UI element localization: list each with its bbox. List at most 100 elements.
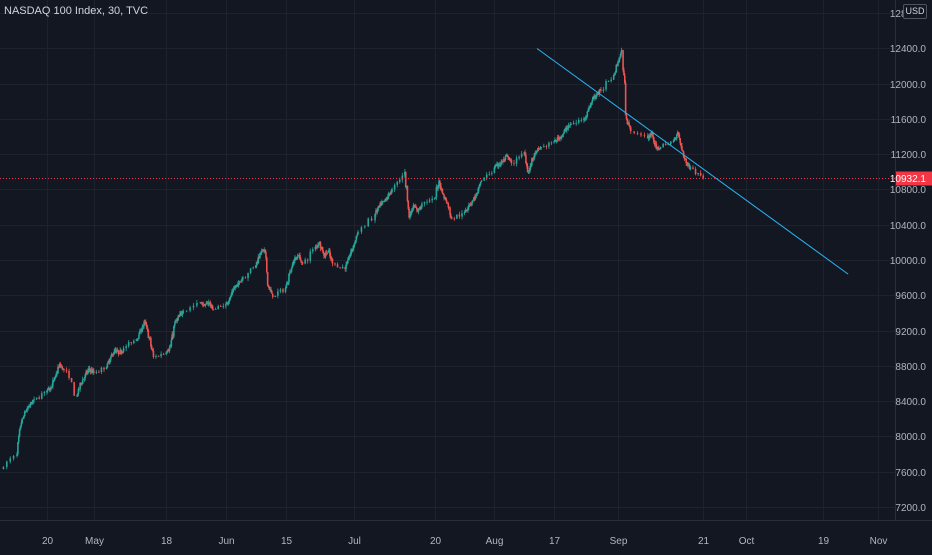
candle [370, 216, 373, 222]
candle [652, 136, 655, 144]
candle [412, 203, 415, 211]
candle [384, 198, 387, 203]
candle [196, 299, 198, 308]
candle [408, 206, 410, 219]
trend-line-layer[interactable] [536, 48, 849, 275]
x-axis-area[interactable] [0, 520, 932, 550]
candle [286, 280, 289, 285]
candle [439, 182, 442, 191]
candle [84, 373, 87, 381]
candle [205, 300, 208, 305]
candle [312, 247, 314, 254]
candle [263, 247, 266, 254]
candle [647, 133, 649, 139]
candle [621, 49, 624, 52]
candle [181, 310, 184, 318]
candle [151, 348, 154, 352]
candle [141, 323, 144, 333]
candle [19, 425, 22, 431]
candle [442, 192, 445, 195]
y-tick-label: 12000.0 [890, 80, 927, 91]
candle [289, 269, 291, 276]
candle [260, 248, 263, 256]
candle [237, 280, 240, 288]
candle [589, 103, 592, 109]
candle [564, 127, 566, 132]
candle [374, 213, 376, 224]
candle [471, 200, 474, 206]
y-axis[interactable]: 7200.0 7600.0 8000.0 8400.0 8800.0 9200.0 9600… [890, 0, 932, 550]
trend-line[interactable] [536, 48, 849, 275]
candle [279, 287, 282, 294]
candle [90, 366, 93, 375]
candle [113, 348, 116, 355]
candle [510, 158, 513, 166]
candle [356, 233, 358, 239]
candle [63, 368, 65, 373]
candle [270, 286, 272, 293]
candle [298, 253, 300, 259]
candle [50, 387, 52, 391]
candle [61, 365, 64, 371]
candle [120, 348, 122, 356]
candle [150, 344, 153, 351]
x-tick-label: Sep [610, 536, 628, 547]
candle [588, 104, 590, 112]
y-axis-area[interactable] [895, 0, 932, 550]
candle [508, 156, 510, 161]
x-tick-label: Jul [348, 536, 361, 547]
candle [266, 271, 269, 287]
candle [217, 304, 220, 310]
candle [208, 299, 210, 307]
candle [230, 293, 232, 299]
candle [507, 154, 509, 160]
candle [377, 205, 380, 211]
candle [297, 254, 300, 257]
candle [167, 348, 169, 353]
candle [504, 154, 507, 162]
candle [354, 239, 357, 245]
candle [528, 168, 531, 174]
candle [288, 272, 290, 286]
candle [595, 92, 598, 100]
candle [572, 120, 575, 125]
candle [114, 347, 116, 354]
x-axis[interactable]: 20 May 18 Jun 15 Jul 20 Aug 17 Sep 21 Oct 19 Nov [0, 520, 932, 550]
candle [139, 328, 142, 333]
candle [214, 307, 217, 310]
candle [674, 137, 676, 140]
candle [498, 161, 501, 168]
candle [407, 199, 410, 211]
candle [252, 266, 254, 270]
candle [654, 140, 657, 148]
candle [35, 397, 38, 401]
candle [416, 206, 418, 213]
candle [463, 210, 466, 216]
candle [477, 187, 479, 194]
candle [673, 137, 676, 143]
candle [530, 162, 532, 169]
candle [624, 80, 627, 116]
candle [493, 165, 496, 174]
candle [626, 117, 629, 125]
candle [465, 209, 468, 213]
candle [225, 301, 228, 305]
currency-badge[interactable]: USD [903, 4, 927, 19]
candle [589, 105, 591, 109]
candle [506, 153, 508, 157]
candle [592, 95, 595, 101]
candle [241, 276, 243, 284]
candle [255, 261, 258, 269]
candle [598, 88, 601, 97]
candle [105, 366, 108, 370]
candle [496, 162, 499, 169]
candle [235, 285, 237, 289]
candle [70, 377, 73, 383]
candle [130, 341, 133, 346]
candle [415, 204, 417, 208]
candle [295, 256, 298, 260]
candle [594, 93, 596, 101]
candle [697, 172, 699, 177]
